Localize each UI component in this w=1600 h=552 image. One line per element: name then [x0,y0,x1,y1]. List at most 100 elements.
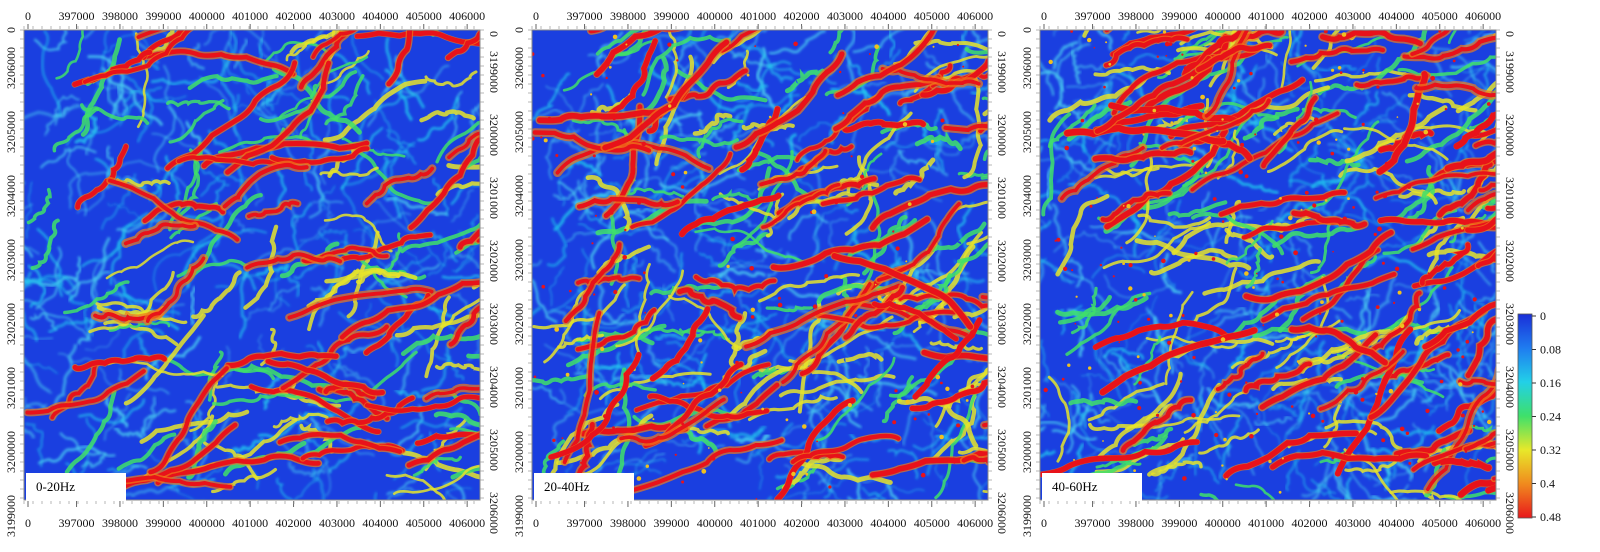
y-axis-left-tick-label: 3204000 [4,175,18,217]
x-axis-top-tick-label: 400000 [1205,9,1241,23]
x-axis-top-tick-label: 0 [1041,9,1047,23]
y-axis-left-tick-label: 3205000 [512,111,526,153]
y-axis-right-tick-label: 3205000 [995,429,1009,471]
x-axis-top-tick-label: 397000 [567,9,603,23]
y-axis-left-tick-label: 3202000 [1020,303,1034,345]
y-axis-left-tick-label: 3205000 [4,111,18,153]
x-axis-top-tick-label: 399000 [145,9,181,23]
colorbar-tick-label: 0.32 [1540,443,1561,457]
x-axis-top-tick-label: 397000 [59,9,95,23]
colorbar-tick-label: 0 [1540,310,1546,323]
y-axis-right-tick-label: 3206000 [995,492,1009,534]
x-axis-top-tick-label: 405000 [1422,9,1458,23]
coherence-map-features [532,30,988,500]
y-axis-left-tick-label: 3201000 [1020,367,1034,409]
x-axis-bottom-tick-label: 398000 [1118,516,1154,530]
y-axis-left-origin-label: 0 [512,27,526,33]
y-axis-left-tick-label: 3202000 [512,303,526,345]
y-axis-right-tick-label: 3201000 [995,177,1009,219]
y-axis-left-tick-label: 3200000 [512,431,526,473]
x-axis-bottom-tick-label: 406000 [1465,516,1501,530]
y-axis-left-tick-label: 3200000 [4,431,18,473]
x-axis-top-tick-label: 405000 [914,9,950,23]
x-axis-bottom-tick-label: 400000 [1205,516,1241,530]
x-axis-top-tick-label: 0 [533,9,539,23]
y-axis-right-tick-label: 3201000 [1503,177,1517,219]
x-axis-bottom-tick-label: 0 [533,516,539,530]
x-axis-top-tick-label: 402000 [784,9,820,23]
y-axis-right-tick-label: 3202000 [1503,240,1517,282]
y-axis-right-tick-label: 3199000 [487,51,501,93]
x-axis-bottom-tick-label: 403000 [827,516,863,530]
y-axis-left-tick-label: 3199000 [4,495,18,537]
x-axis-top-tick-label: 401000 [1248,9,1284,23]
x-axis-bottom-tick-label: 0 [1041,516,1047,530]
y-axis-left-origin-label: 0 [1020,27,1034,33]
x-axis-top-tick-label: 400000 [697,9,733,23]
map-panel-svg: 0 397000 398000 399000 400000 401000 402000 403… [512,9,1009,537]
x-axis-bottom-tick-label: 399000 [653,516,689,530]
x-axis-top-tick-label: 398000 [610,9,646,23]
y-axis-right-tick-label: 3199000 [1503,51,1517,93]
x-axis-bottom-tick-label: 406000 [449,516,485,530]
x-axis-top-tick-label: 403000 [319,9,355,23]
x-axis-top-tick-label: 404000 [1378,9,1414,23]
colorbar-tick-label: 0.24 [1540,410,1561,424]
x-axis-bottom-tick-label: 397000 [1075,516,1111,530]
x-axis-top-tick-label: 398000 [102,9,138,23]
x-axis-bottom-tick-label: 404000 [362,516,398,530]
x-axis-top-tick-label: 402000 [276,9,312,23]
x-axis-bottom-tick-label: 403000 [1335,516,1371,530]
x-axis-top-tick-label: 402000 [1292,9,1328,23]
x-axis-bottom-tick-label: 401000 [232,516,268,530]
y-axis-left-origin-label: 0 [4,27,18,33]
x-axis-top-tick-label: 398000 [1118,9,1154,23]
map-panel-2: 0 397000 398000 399000 400000 401000 402000 403… [508,0,1009,552]
x-axis-bottom-tick-label: 397000 [59,516,95,530]
x-axis-bottom-tick-label: 399000 [1161,516,1197,530]
x-axis-bottom-tick-label: 402000 [1292,516,1328,530]
y-axis-right-tick-label: 3199000 [995,51,1009,93]
x-axis-top-tick-label: 0 [25,9,31,23]
map-panel-3: 0 397000 398000 399000 400000 401000 402000 403… [1016,0,1517,552]
x-axis-top-tick-label: 406000 [957,9,993,23]
y-axis-left-tick-label: 3201000 [4,367,18,409]
y-axis-left-tick-label: 3206000 [4,47,18,89]
colorbar-tick-label: 0.08 [1540,343,1561,357]
y-axis-left-tick-label: 3201000 [512,367,526,409]
x-axis-bottom-tick-label: 399000 [145,516,181,530]
x-axis-bottom-tick-label: 404000 [1378,516,1414,530]
y-axis-left-tick-label: 3204000 [1020,175,1034,217]
x-axis-top-tick-label: 401000 [232,9,268,23]
x-axis-top-tick-label: 406000 [449,9,485,23]
y-axis-right-tick-label: 3206000 [1503,492,1517,534]
frequency-band-label: 0-20Hz [26,473,126,501]
y-axis-left-tick-label: 3206000 [1020,47,1034,89]
x-axis-bottom-tick-label: 402000 [784,516,820,530]
x-axis-bottom-tick-label: 403000 [319,516,355,530]
y-axis-right-tick-label: 3204000 [995,366,1009,408]
x-axis-bottom-tick-label: 402000 [276,516,312,530]
map-panel-svg: 0 397000 398000 399000 400000 401000 402000 403… [4,9,501,537]
colorbar-tick-label: 0.48 [1540,510,1561,524]
x-axis-top-tick-label: 401000 [740,9,776,23]
coherence-map-features [1040,30,1496,500]
x-axis-bottom-tick-label: 398000 [102,516,138,530]
colorbar-scale: 0 0.08 0.16 0.24 0.32 0.4 0.48 [1517,309,1561,524]
y-axis-right-tick-label: 3205000 [1503,429,1517,471]
frequency-band-label: 20-40Hz [534,473,634,501]
y-axis-right-origin-label: 0 [995,31,1009,37]
y-axis-right-tick-label: 3201000 [487,177,501,219]
y-axis-left-tick-label: 3203000 [512,239,526,281]
y-axis-right-tick-label: 3206000 [487,492,501,534]
x-axis-bottom-tick-label: 405000 [1422,516,1458,530]
y-axis-left-tick-label: 3199000 [512,495,526,537]
y-axis-right-origin-label: 0 [1503,31,1517,37]
y-axis-right-tick-label: 3200000 [487,114,501,156]
x-axis-top-tick-label: 403000 [827,9,863,23]
y-axis-left-tick-label: 3206000 [512,47,526,89]
x-axis-top-tick-label: 399000 [653,9,689,23]
y-axis-right-tick-label: 3204000 [1503,366,1517,408]
x-axis-bottom-tick-label: 401000 [740,516,776,530]
x-axis-bottom-tick-label: 400000 [697,516,733,530]
